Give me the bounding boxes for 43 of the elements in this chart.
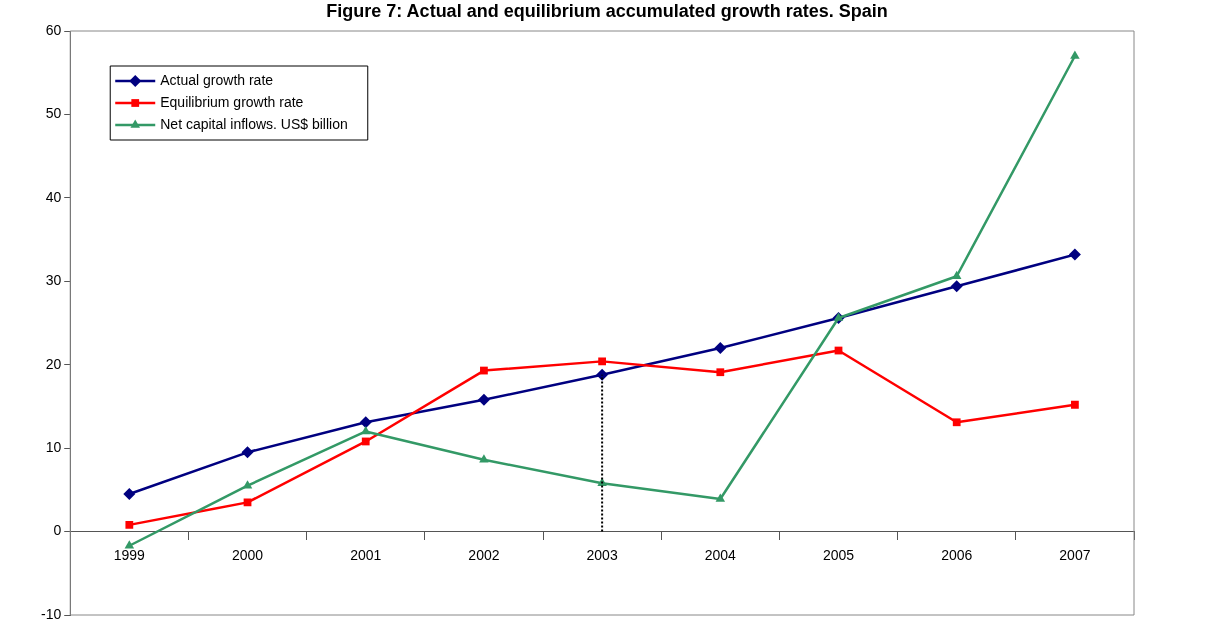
- point: [242, 480, 253, 489]
- y-tick-label: 0: [53, 522, 62, 539]
- point: [715, 493, 726, 502]
- chart-title: Figure 7: Actual and equilibrium accumulated growth rates. Spain: [325, 0, 889, 22]
- point: [477, 393, 490, 406]
- point: [359, 416, 372, 429]
- x-tick-label: 2000: [231, 546, 264, 563]
- point: [716, 368, 725, 377]
- point: [361, 437, 370, 446]
- point: [479, 454, 489, 463]
- point: [1071, 400, 1079, 409]
- x-tick-label: 2005: [822, 546, 855, 563]
- y-tick-label: 50: [45, 105, 62, 122]
- y-tick-label: 20: [45, 355, 62, 372]
- point: [360, 425, 371, 435]
- point: [123, 488, 136, 501]
- point: [125, 521, 134, 529]
- y-tick-label: 40: [45, 188, 62, 205]
- point: [714, 342, 727, 355]
- point: [950, 280, 963, 293]
- y-tick-label: 30: [45, 272, 62, 289]
- legend-label: Net capital inflows. US$ billion: [160, 115, 348, 132]
- point: [124, 540, 135, 549]
- y-tick-label: -10: [41, 605, 62, 622]
- legend-label: Equilibrium growth rate: [160, 93, 304, 110]
- point: [952, 418, 961, 427]
- x-tick-label: 2002: [468, 546, 500, 563]
- x-tick-label: 2007: [1059, 546, 1091, 563]
- x-tick-label: 2003: [586, 546, 618, 563]
- point: [596, 368, 609, 381]
- point: [243, 498, 252, 507]
- point: [480, 366, 488, 375]
- x-tick-label: 2006: [941, 546, 973, 563]
- point: [598, 357, 607, 366]
- x-tick-label: 1999: [113, 546, 146, 563]
- x-tick-label: 2004: [704, 546, 737, 563]
- legend-label: Actual growth rate: [160, 71, 274, 88]
- point: [241, 446, 254, 459]
- y-tick-label: 10: [45, 439, 62, 455]
- y-tick-label: 60: [45, 21, 62, 38]
- x-tick-label: 2001: [350, 546, 382, 563]
- point: [1070, 50, 1080, 59]
- point: [1068, 248, 1081, 261]
